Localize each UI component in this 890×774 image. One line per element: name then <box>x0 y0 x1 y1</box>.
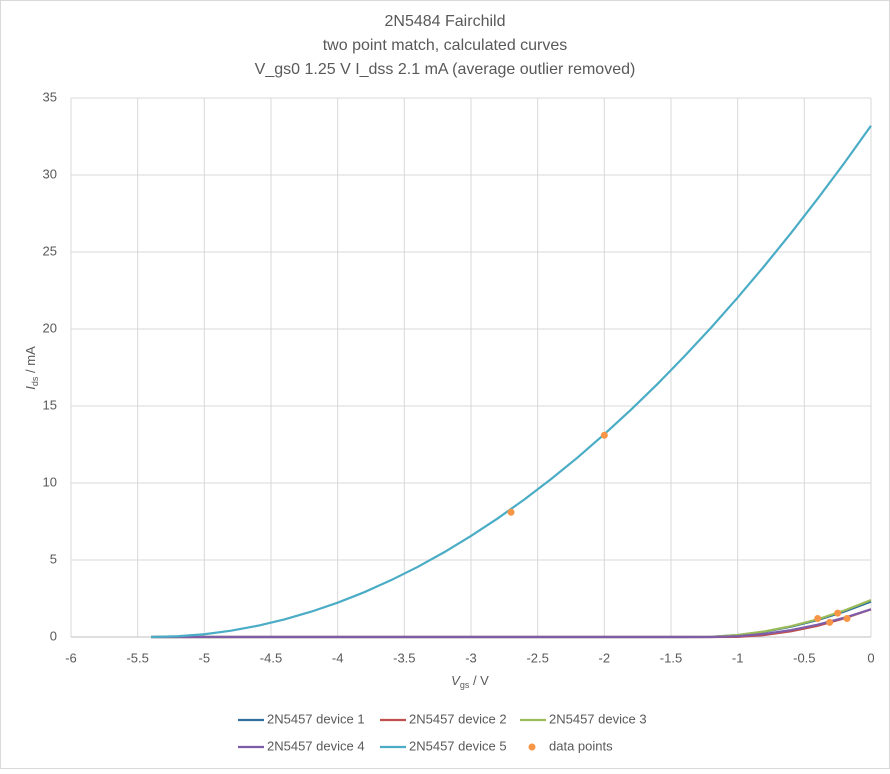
x-tick-label: -4.5 <box>260 650 282 665</box>
x-tick-label: -3.5 <box>393 650 415 665</box>
x-axis-label: Vgs / V <box>451 673 489 690</box>
legend-label: 2N5457 device 3 <box>549 711 647 726</box>
y-label-sub: ds <box>30 376 40 386</box>
y-tick-label: 30 <box>43 166 57 181</box>
x-tick-label: -5 <box>199 650 211 665</box>
chart-subtitle: two point match, calculated curves <box>323 37 568 54</box>
y-tick-label: 5 <box>50 551 57 566</box>
legend-marker <box>528 743 536 751</box>
x-tick-label: -0.5 <box>793 650 815 665</box>
y-axis-label: Ids / mA <box>23 346 40 390</box>
x-label-unit: / V <box>469 673 489 688</box>
data-point <box>826 618 834 626</box>
data-point <box>600 431 608 439</box>
legend-label: 2N5457 device 5 <box>409 738 507 753</box>
legend-label: data points <box>549 738 613 753</box>
x-tick-label: -5.5 <box>126 650 148 665</box>
x-tick-label: 0 <box>867 650 874 665</box>
x-tick-label: -6 <box>65 650 77 665</box>
data-point <box>814 615 822 623</box>
x-label-sub: gs <box>460 680 470 690</box>
y-tick-label: 0 <box>50 628 57 643</box>
x-tick-label: -2.5 <box>526 650 548 665</box>
chart-subtitle: V_gs0 1.25 V I_dss 2.1 mA (average outli… <box>255 61 636 78</box>
legend-label: 2N5457 device 2 <box>409 711 507 726</box>
x-tick-label: -3 <box>465 650 477 665</box>
x-tick-label: -4 <box>332 650 344 665</box>
y-tick-label: 25 <box>43 243 57 258</box>
x-tick-label: -1 <box>732 650 744 665</box>
y-tick-label: 15 <box>43 397 57 412</box>
y-label-var: I <box>23 386 38 390</box>
legend-label: 2N5457 device 1 <box>267 711 365 726</box>
legend-label: 2N5457 device 4 <box>267 738 365 753</box>
x-tick-label: -2 <box>599 650 611 665</box>
y-tick-label: 35 <box>43 89 57 104</box>
data-point <box>843 615 851 623</box>
data-point <box>834 609 842 617</box>
series-line <box>151 608 872 639</box>
y-label-unit: / mA <box>23 346 38 377</box>
x-tick-label: -1.5 <box>660 650 682 665</box>
chart-title: 2N5484 Fairchild <box>385 13 506 30</box>
y-tick-label: 20 <box>43 320 57 335</box>
data-point <box>507 508 515 516</box>
y-tick-label: 10 <box>43 474 57 489</box>
x-label-var: V <box>451 673 461 688</box>
